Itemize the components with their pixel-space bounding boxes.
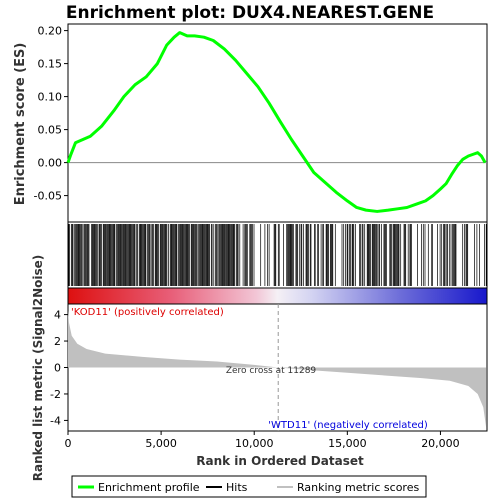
es-y-tick-label: 0.15 bbox=[38, 58, 63, 71]
es-y-axis-label: Enrichment score (ES) bbox=[13, 43, 28, 206]
legend-label-ranking-metric-scores: Ranking metric scores bbox=[297, 481, 419, 494]
negative-correlation-label: 'WTD11' (negatively correlated) bbox=[268, 420, 428, 431]
plot-title: Enrichment plot: DUX4.NEAREST.GENE bbox=[66, 3, 434, 23]
es-y-tick-label: 0.05 bbox=[38, 124, 63, 137]
legend-frame bbox=[71, 475, 427, 498]
x-tick-label: 15,000 bbox=[328, 437, 367, 450]
x-tick-label: 10,000 bbox=[235, 437, 274, 450]
x-axis-label: Rank in Ordered Dataset bbox=[196, 454, 364, 468]
legend: Enrichment profile Hits Ranking metric s… bbox=[71, 475, 427, 498]
es-y-tick-label: 0.20 bbox=[38, 25, 63, 38]
x-tick-label: 20,000 bbox=[421, 437, 460, 450]
hits-panel bbox=[67, 221, 488, 305]
es-y-tick-label: 0.10 bbox=[38, 91, 63, 104]
ranked-list-y-tick-label: 0 bbox=[54, 362, 61, 375]
enrichment-panel-frame bbox=[67, 23, 488, 223]
enrichment-profile-line bbox=[66, 31, 487, 213]
ranking-metric-area bbox=[68, 310, 487, 428]
ranked-list-y-axis-label: Ranked list metric (Signal2Noise) bbox=[31, 255, 45, 482]
zero-cross-label: Zero cross at 11289 bbox=[226, 366, 317, 376]
ranked-list-y-tick-label: -2 bbox=[50, 388, 61, 401]
x-tick-label: 5,000 bbox=[145, 437, 177, 450]
ranking-colorbar bbox=[67, 287, 488, 305]
enrichment-panel: 0.20 0.15 0.10 0.05 0.00 -0.05 Enrichment sco… bbox=[13, 23, 488, 223]
ranked-list-y-tick-label: -4 bbox=[50, 414, 61, 427]
x-tick-label: 0 bbox=[65, 437, 72, 450]
legend-label-enrichment-profile: Enrichment profile bbox=[98, 481, 200, 494]
positive-correlation-label: 'KOD11' (positively correlated) bbox=[71, 307, 224, 318]
ranked-list-y-tick-label: 4 bbox=[54, 309, 61, 322]
es-y-tick-label: 0.00 bbox=[38, 157, 63, 170]
ranked-list-y-tick-label: 2 bbox=[54, 335, 61, 348]
ranked-list-panel: Zero cross at 11289 'KOD11' (positively … bbox=[31, 255, 488, 482]
es-y-tick-label: -0.05 bbox=[34, 190, 62, 203]
legend-label-hits: Hits bbox=[226, 481, 248, 494]
